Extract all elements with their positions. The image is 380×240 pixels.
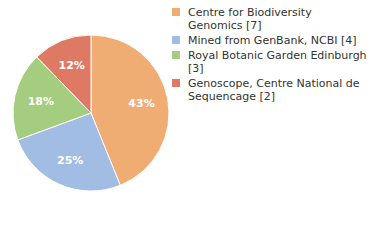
svg-text:43%: 43% bbox=[128, 97, 154, 110]
svg-text:25%: 25% bbox=[57, 154, 83, 167]
html-text:Centre for Biodiversity Genomi: Centre for Biodiversity Genomics [7] bbox=[188, 6, 312, 32]
svg-text:18%: 18% bbox=[28, 95, 54, 108]
html-text:Mined from GenBank, NCBI [4]: Mined from GenBank, NCBI [4] bbox=[188, 34, 357, 47]
html-text:Genoscope, Centre National de: Genoscope, Centre National de Sequencage… bbox=[188, 77, 360, 103]
svg-text:12%: 12% bbox=[59, 59, 85, 72]
html-text:Royal Botanic Garden Edinburgh: Royal Botanic Garden Edinburgh [3] bbox=[188, 49, 367, 75]
